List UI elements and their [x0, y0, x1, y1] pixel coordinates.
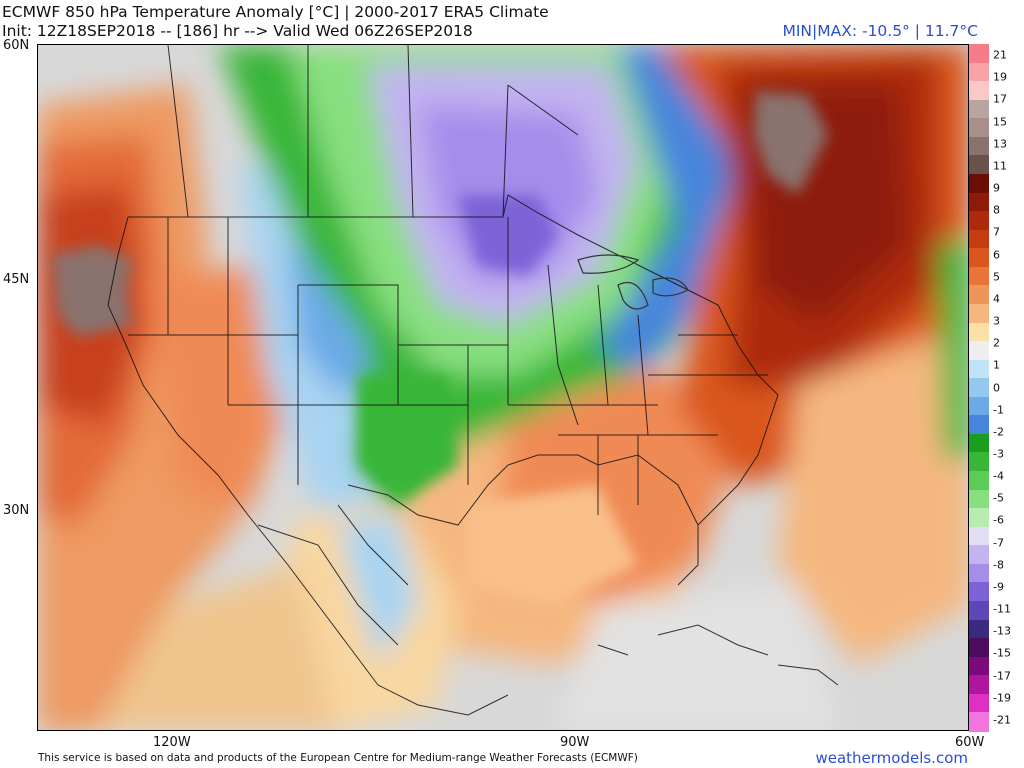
legend-swatch — [969, 545, 989, 565]
legend-swatch — [969, 322, 989, 342]
legend-swatch — [969, 712, 989, 732]
map-title: ECMWF 850 hPa Temperature Anomaly [°C] |… — [2, 3, 549, 21]
legend-label: -13 — [993, 624, 1011, 638]
legend-label: 6 — [993, 248, 1000, 262]
lat-label-30n: 30N — [3, 503, 30, 518]
legend-label: -8 — [993, 558, 1004, 572]
legend-swatch — [969, 211, 989, 231]
legend-label: 15 — [993, 115, 1007, 129]
legend-swatch — [969, 396, 989, 416]
brand-link[interactable]: weathermodels.com — [815, 749, 968, 767]
boundary-lines — [107, 45, 839, 716]
legend-swatch — [969, 433, 989, 454]
legend-swatch — [969, 675, 989, 695]
legend-label: 0 — [993, 381, 1000, 394]
lon-label-120w: 120W — [153, 735, 191, 750]
legend-swatch — [969, 341, 989, 361]
legend-swatch — [969, 44, 989, 64]
legend-label: 9 — [993, 181, 1000, 195]
legend-swatch — [969, 563, 989, 584]
legend-label: 21 — [993, 48, 1007, 62]
legend-swatch — [969, 582, 989, 602]
map-frame — [37, 44, 969, 731]
legend-swatch — [969, 471, 989, 491]
legend-label: -19 — [993, 691, 1011, 705]
legend-swatch — [969, 508, 989, 528]
legend-label: 19 — [993, 70, 1007, 84]
legend-label: 3 — [993, 314, 1000, 328]
legend-label: -9 — [993, 580, 1004, 594]
anomaly-field — [38, 45, 968, 730]
legend-label: 4 — [993, 292, 1000, 306]
legend-swatch — [969, 285, 989, 305]
legend-swatch — [969, 601, 989, 621]
legend-label: -3 — [993, 447, 1004, 461]
legend-label: -5 — [993, 491, 1004, 505]
legend-label: 1 — [993, 358, 1000, 372]
legend-swatch — [969, 303, 989, 324]
legend-swatch — [969, 229, 989, 249]
legend-swatch — [969, 693, 989, 714]
init-valid-time: Init: 12Z18SEP2018 -- [186] hr --> Valid… — [2, 22, 473, 40]
legend-swatch — [969, 526, 989, 546]
legend-label: 5 — [993, 270, 1000, 284]
legend-label: -1 — [993, 403, 1004, 417]
legend-swatch — [969, 136, 989, 156]
legend-label: 7 — [993, 225, 1000, 239]
legend-label: -4 — [993, 469, 1004, 483]
lon-label-60w: 60W — [955, 735, 985, 750]
legend-swatch — [969, 415, 989, 435]
legend-swatch — [969, 99, 989, 119]
legend-label: 2 — [993, 336, 1000, 350]
data-credit: This service is based on data and produc… — [38, 752, 638, 764]
legend-label: -21 — [993, 713, 1011, 727]
legend-label: 8 — [993, 203, 1000, 217]
legend-swatch — [969, 452, 989, 472]
legend-swatch — [969, 118, 989, 138]
legend-label: -11 — [993, 602, 1011, 616]
legend-swatch — [969, 656, 989, 676]
legend-swatch — [969, 173, 989, 194]
lat-label-60n: 60N — [3, 38, 30, 53]
legend-label: 11 — [993, 159, 1007, 173]
legend-label: -6 — [993, 513, 1004, 527]
legend-swatch — [969, 192, 989, 212]
legend-swatch — [969, 359, 989, 379]
great-lakes — [577, 254, 689, 310]
legend-label: -2 — [993, 425, 1004, 439]
min-max-readout: MIN|MAX: -10.5° | 11.7°C — [782, 22, 978, 40]
legend-swatch — [969, 62, 989, 82]
legend-label: 17 — [993, 92, 1007, 106]
color-legend — [969, 44, 993, 732]
legend-swatch — [969, 81, 989, 101]
anomaly-peaks — [52, 91, 828, 605]
legend-swatch — [969, 619, 989, 639]
lon-label-90w: 90W — [560, 735, 590, 750]
legend-label: -17 — [993, 669, 1011, 683]
legend-swatch — [969, 489, 989, 509]
legend-swatch — [969, 266, 989, 286]
legend-label: -15 — [993, 646, 1011, 660]
legend-label: 13 — [993, 137, 1007, 151]
legend-swatch — [969, 378, 989, 398]
legend-swatch — [969, 155, 989, 175]
legend-swatch — [969, 638, 989, 658]
legend-swatch — [969, 248, 989, 268]
anomaly-map — [38, 45, 968, 730]
legend-label: -7 — [993, 536, 1004, 550]
lat-label-45n: 45N — [3, 272, 30, 287]
